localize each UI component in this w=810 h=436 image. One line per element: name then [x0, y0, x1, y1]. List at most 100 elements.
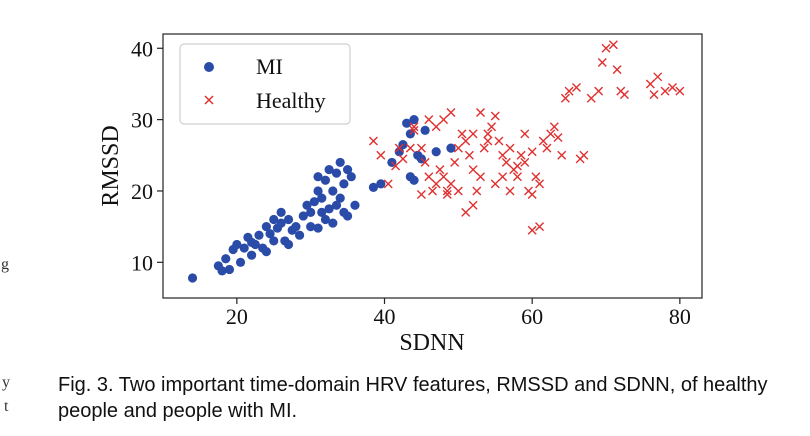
- healthy-data-point: [475, 172, 485, 182]
- plot-area-frame: [162, 33, 703, 299]
- healthy-data-point: [498, 172, 508, 182]
- healthy-data-point: [424, 172, 434, 182]
- mi-data-point: [335, 193, 345, 203]
- edge-fragment-1: g: [1, 256, 9, 273]
- healthy-data-point: [549, 122, 559, 132]
- healthy-data-point: [557, 150, 567, 160]
- series-mi-points: [187, 115, 456, 283]
- mi-data-point: [313, 186, 323, 196]
- x-tick-label: 40: [374, 304, 396, 329]
- mi-data-point: [283, 214, 294, 225]
- healthy-data-point: [601, 43, 611, 53]
- mi-data-point: [420, 125, 430, 135]
- legend-healthy-marker: [204, 95, 214, 105]
- healthy-data-point: [560, 93, 570, 103]
- healthy-data-point: [409, 125, 419, 135]
- healthy-data-point: [479, 143, 489, 153]
- mi-data-point: [394, 147, 404, 157]
- healthy-data-point: [535, 179, 545, 189]
- mi-data-point: [261, 222, 271, 232]
- mi-data-point: [346, 172, 356, 182]
- healthy-data-point: [457, 129, 467, 139]
- mi-data-point: [269, 236, 279, 246]
- healthy-data-point: [660, 86, 670, 96]
- healthy-data-point: [505, 186, 515, 196]
- mi-data-point: [313, 223, 323, 233]
- healthy-data-point: [553, 132, 563, 142]
- mi-data-point: [276, 207, 286, 217]
- healthy-data-point: [512, 172, 522, 182]
- mi-data-point: [409, 115, 419, 125]
- mi-data-point: [446, 143, 456, 153]
- healthy-data-point: [538, 136, 548, 146]
- healthy-data-point: [505, 143, 515, 153]
- healthy-data-point: [416, 143, 426, 153]
- mi-data-point: [291, 222, 301, 232]
- mi-data-point: [276, 218, 286, 228]
- mi-data-point: [232, 239, 242, 250]
- healthy-data-point: [442, 186, 452, 196]
- healthy-data-point: [475, 107, 485, 117]
- healthy-data-point: [416, 190, 426, 200]
- mi-data-point: [298, 211, 308, 221]
- healthy-data-point: [468, 165, 478, 175]
- healthy-data-point: [675, 86, 685, 96]
- healthy-data-point: [461, 207, 471, 217]
- legend-mi-label: MI: [256, 54, 283, 79]
- mi-data-point: [317, 193, 327, 203]
- healthy-data-point: [461, 136, 471, 146]
- healthy-data-point: [435, 165, 445, 175]
- mi-data-point: [309, 197, 319, 207]
- healthy-data-point: [527, 225, 537, 235]
- mi-data-point: [302, 200, 312, 210]
- healthy-data-point: [531, 172, 541, 182]
- series-healthy-points: [368, 40, 685, 235]
- healthy-data-point: [405, 143, 415, 153]
- healthy-data-point: [520, 129, 530, 139]
- healthy-data-point: [383, 179, 393, 189]
- healthy-data-point: [579, 150, 589, 160]
- mi-data-point: [239, 243, 249, 253]
- legend-box: [179, 43, 351, 125]
- healthy-data-point: [453, 143, 463, 153]
- x-tick-label: 20: [226, 304, 248, 329]
- healthy-data-point: [409, 122, 419, 132]
- healthy-data-point: [649, 90, 659, 100]
- y-tick-label: 10: [131, 250, 153, 275]
- healthy-data-point: [527, 147, 537, 157]
- mi-data-point: [376, 179, 386, 189]
- mi-data-point: [313, 172, 323, 182]
- healthy-data-point: [450, 157, 460, 167]
- x-tick-label: 60: [521, 304, 543, 329]
- healthy-data-point: [431, 122, 441, 132]
- healthy-data-point: [667, 83, 677, 93]
- mi-data-point: [328, 218, 338, 228]
- mi-data-point: [320, 214, 331, 225]
- healthy-data-point: [564, 86, 574, 96]
- healthy-data-point: [597, 58, 607, 68]
- x-axis-label: SDNN: [399, 330, 464, 356]
- healthy-data-point: [468, 200, 478, 210]
- healthy-data-point: [520, 157, 530, 167]
- healthy-data-point: [472, 186, 482, 196]
- mi-data-point: [261, 247, 271, 257]
- legend-mi-marker: [204, 62, 214, 72]
- mi-data-point: [331, 200, 342, 210]
- healthy-data-point: [516, 150, 526, 160]
- healthy-data-point: [542, 143, 552, 153]
- x-tick-label: 80: [669, 304, 691, 329]
- healthy-data-point: [546, 129, 556, 139]
- mi-data-point: [328, 186, 338, 196]
- mi-data-point: [324, 204, 334, 214]
- healthy-data-point: [483, 136, 493, 146]
- healthy-data-point: [391, 161, 401, 171]
- legend-healthy-label: Healthy: [256, 88, 326, 113]
- mi-data-point: [368, 182, 379, 193]
- mi-data-point: [342, 164, 353, 175]
- healthy-data-point: [439, 115, 449, 125]
- healthy-data-point: [619, 90, 629, 100]
- healthy-data-point: [498, 150, 508, 160]
- healthy-data-point: [442, 190, 452, 200]
- mi-data-point: [224, 264, 235, 275]
- mi-data-point: [254, 230, 264, 240]
